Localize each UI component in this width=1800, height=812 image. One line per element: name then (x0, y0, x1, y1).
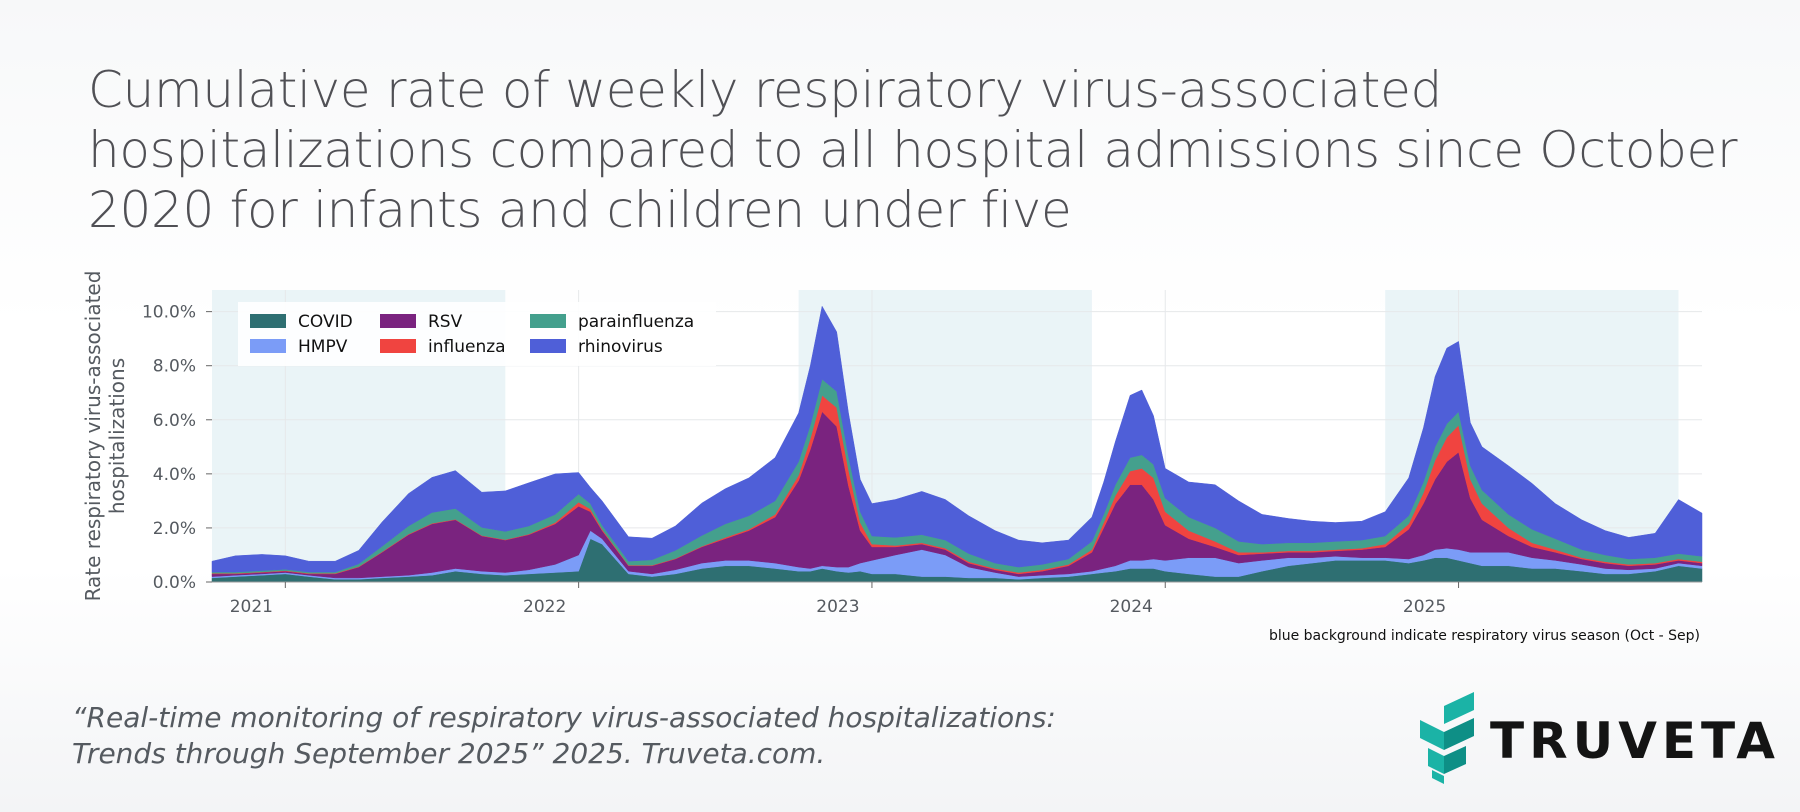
legend-swatch-influenza (380, 339, 416, 353)
legend-label-influenza: influenza (428, 337, 506, 357)
y-axis-label: Rate respiratory virus-associatedhospita… (81, 271, 129, 602)
series-area-rhinovirus (211, 305, 1703, 573)
y-tick-label-3: 6.0% (153, 411, 196, 431)
y-tick-label-4: 8.0% (153, 357, 196, 377)
legend-swatch-RSV (380, 314, 416, 328)
x-tick-label-3: 2024 (1110, 597, 1153, 617)
legend-box (238, 302, 716, 366)
x-tick-label-0: 2021 (230, 597, 273, 617)
legend-swatch-parainfluenza (530, 314, 566, 328)
x-tick-label-1: 2022 (523, 597, 566, 617)
legend-label-rhinovirus: rhinovirus (578, 337, 663, 357)
legend: COVID HMPV RSV influenza parainfluenza rhinov… (238, 302, 716, 366)
y-tick-label-0: 0.0% (153, 573, 196, 593)
legend-label-parainfluenza: parainfluenza (578, 312, 694, 332)
axes: 0.0% 2.0% 4.0% 6.0% 8.0% 10.0% 2021 2022 2023 202… (142, 303, 1702, 617)
legend-label-COVID: COVID (298, 312, 353, 332)
season-note: blue background indicate respiratory vir… (1269, 628, 1700, 644)
y-tick-label-1: 2.0% (153, 519, 196, 539)
citation-line-2: Trends through September 2025” 2025. Tru… (72, 737, 826, 770)
chart-title: Cumulative rate of weekly respiratory vi… (88, 61, 1738, 239)
legend-swatch-HMPV (250, 339, 286, 353)
truveta-wordmark: TRUVETA (1490, 712, 1780, 770)
x-tick-label-2: 2023 (816, 597, 859, 617)
y-tick-label-5: 10.0% (142, 303, 196, 323)
truveta-logo-icon (1420, 692, 1474, 784)
legend-swatch-rhinovirus (530, 339, 566, 353)
citation-line-1: “Real-time monitoring of respiratory vir… (72, 701, 1056, 734)
x-tick-label-4: 2025 (1403, 597, 1446, 617)
legend-swatch-COVID (250, 314, 286, 328)
legend-label-RSV: RSV (428, 312, 463, 332)
citation: “Real-time monitoring of respiratory vir… (72, 700, 1056, 772)
y-tick-label-2: 4.0% (153, 465, 196, 485)
legend-label-HMPV: HMPV (298, 337, 348, 357)
